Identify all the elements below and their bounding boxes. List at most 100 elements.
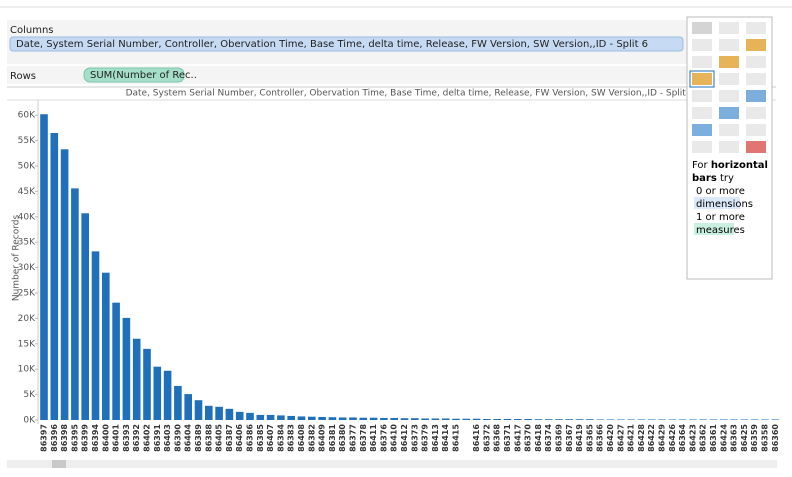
- show-me-icon: [719, 107, 739, 119]
- x-tick-label: 86382: [307, 424, 316, 452]
- bar: [194, 400, 203, 420]
- bar: [627, 419, 635, 420]
- x-tick-label: 86374: [544, 424, 553, 452]
- scroll-thumb[interactable]: [52, 460, 66, 468]
- show-me-icon: [719, 73, 739, 85]
- x-tick-label: 86420: [606, 424, 615, 452]
- bar: [215, 406, 223, 420]
- bar: [483, 418, 491, 420]
- columns-pill[interactable]: [9, 36, 684, 52]
- x-tick-label: 86377: [349, 424, 358, 452]
- x-tick-label: 86361: [709, 424, 718, 452]
- bar: [153, 366, 162, 420]
- bar: [730, 419, 738, 420]
- x-tick-label: 86391: [153, 424, 162, 452]
- bar: [40, 114, 48, 420]
- x-tick-label: 86402: [143, 424, 152, 452]
- bar: [328, 417, 337, 420]
- bar: [71, 188, 79, 420]
- x-tick-label: 86366: [596, 424, 605, 452]
- bar: [287, 415, 295, 420]
- hint-text: dimensions: [696, 199, 753, 210]
- hint-text: measures: [696, 225, 745, 236]
- scrollbar[interactable]: [7, 460, 777, 468]
- x-tick-label: 86386: [246, 424, 255, 452]
- bar: [390, 417, 398, 420]
- bar: [132, 338, 141, 420]
- x-tick-label: 86395: [70, 424, 79, 452]
- bar: [421, 418, 429, 420]
- y-tick-label: 60K: [18, 111, 36, 121]
- bar: [338, 417, 347, 420]
- bar: [575, 419, 584, 420]
- y-tick-label: 10K: [18, 365, 36, 375]
- x-tick-label: 86376: [379, 424, 388, 452]
- hint-line: bars try: [692, 173, 734, 184]
- x-tick-label: 86396: [50, 424, 59, 452]
- bar: [750, 419, 759, 420]
- bar: [503, 418, 512, 420]
- hint-line: For horizontal: [692, 160, 768, 171]
- show-me-icon: [692, 22, 712, 34]
- show-me-icon: [746, 22, 766, 34]
- x-tick-label: 86413: [431, 424, 440, 452]
- columns-label: Columns: [10, 25, 54, 36]
- x-tick-label: 86367: [565, 424, 574, 452]
- bar: [246, 412, 254, 420]
- bar: [369, 417, 378, 420]
- bar: [565, 419, 574, 420]
- x-tick-label: 86423: [688, 424, 697, 452]
- x-tick-label: 86401: [112, 424, 121, 452]
- bar: [606, 419, 615, 420]
- bar: [380, 417, 388, 420]
- bar: [555, 419, 563, 420]
- bar: [586, 419, 594, 420]
- x-tick-label: 86358: [761, 424, 770, 452]
- bar: [472, 418, 481, 420]
- bar: [668, 419, 677, 420]
- bar: [411, 418, 419, 420]
- y-tick-label: 40K: [18, 212, 36, 222]
- show-me-icon: [692, 124, 712, 136]
- x-tick-label: 86421: [627, 424, 636, 452]
- x-tick-label: 86403: [163, 424, 172, 452]
- show-me-icon: [719, 56, 739, 68]
- show-me-icon: [692, 107, 712, 119]
- x-tick-label: 86373: [410, 424, 419, 452]
- show-me-icon: [692, 39, 712, 51]
- rows-pill[interactable]: [83, 67, 185, 83]
- bar: [143, 348, 151, 420]
- show-me-panel: [686, 16, 773, 280]
- bar: [514, 418, 522, 420]
- hint-text: bars: [692, 173, 717, 184]
- bar: [761, 419, 769, 420]
- x-tick-label: 86380: [338, 424, 347, 452]
- show-me-icon: [692, 73, 712, 85]
- show-me-icon: [719, 124, 739, 136]
- y-tick-label: 0K: [23, 416, 36, 426]
- x-tick-label: 86385: [256, 424, 265, 452]
- x-tick-label: 86397: [40, 424, 49, 452]
- x-tick-label: 86429: [658, 424, 667, 452]
- x-tick-label: 86360: [771, 424, 780, 452]
- x-tick-label: 86415: [452, 424, 461, 452]
- y-axis-title: Number of Records: [12, 215, 22, 302]
- x-tick-label: 86404: [184, 424, 193, 452]
- x-tick-label: 86422: [647, 424, 656, 452]
- bar: [740, 419, 749, 420]
- bar: [452, 418, 460, 420]
- bar: [225, 408, 234, 420]
- x-tick-label: 86381: [328, 424, 337, 452]
- measure-highlight: [694, 223, 734, 235]
- show-me-icon: [692, 141, 712, 153]
- show-me-icon: [746, 107, 766, 119]
- bar: [256, 414, 265, 420]
- show-me-icon: [692, 90, 712, 102]
- show-me-icon: [746, 124, 766, 136]
- x-tick-label: 86416: [472, 424, 481, 452]
- x-tick-label: 86426: [668, 424, 677, 452]
- x-tick-label: 86412: [400, 424, 409, 452]
- x-tick-label: 86364: [678, 424, 687, 452]
- y-tick-label: 20K: [18, 314, 36, 324]
